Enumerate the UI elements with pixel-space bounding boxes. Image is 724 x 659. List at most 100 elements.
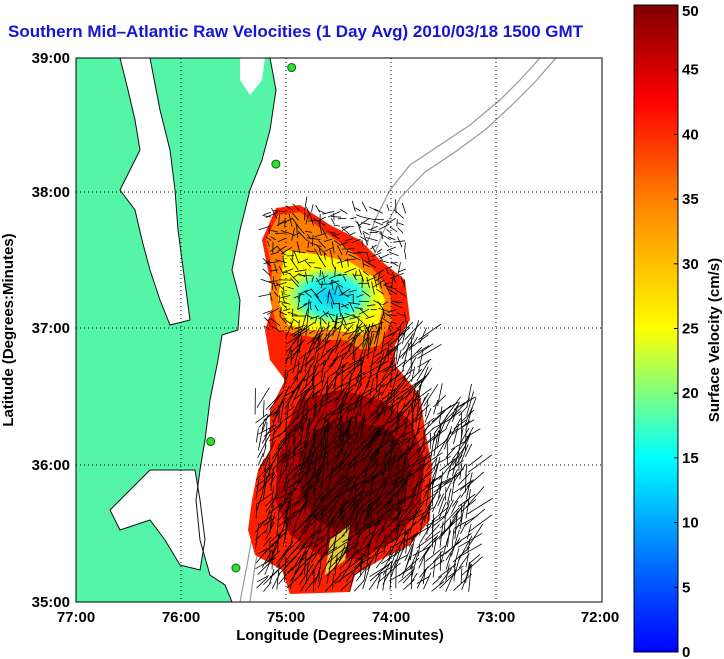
velocity-arrow bbox=[369, 411, 382, 423]
velocity-arrow bbox=[354, 508, 364, 534]
velocity-arrow bbox=[424, 408, 432, 423]
velocity-arrow bbox=[396, 480, 405, 498]
velocity-arrow bbox=[338, 558, 362, 576]
x-axis-label: Longitude (Degrees:Minutes) bbox=[236, 627, 444, 644]
velocity-arrow bbox=[409, 549, 419, 570]
velocity-arrow bbox=[438, 482, 442, 499]
velocity-arrow bbox=[347, 498, 358, 514]
velocity-arrow bbox=[416, 345, 430, 354]
velocity-arrow bbox=[255, 504, 258, 519]
velocity-arrow bbox=[409, 507, 418, 534]
velocity-arrow bbox=[397, 494, 417, 505]
velocity-arrow bbox=[382, 220, 389, 224]
velocity-arrow bbox=[305, 289, 312, 293]
velocity-arrow bbox=[387, 458, 396, 478]
velocity-arrow bbox=[353, 554, 366, 562]
velocity-arrow bbox=[263, 400, 265, 417]
velocity-arrow bbox=[396, 219, 398, 227]
velocity-arrow bbox=[325, 386, 329, 409]
velocity-arrow bbox=[341, 483, 359, 494]
velocity-arrow bbox=[342, 324, 354, 337]
velocity-arrow bbox=[460, 522, 467, 535]
velocity-arrow bbox=[314, 232, 327, 238]
velocity-arrow bbox=[337, 255, 342, 262]
velocity-arrow bbox=[311, 204, 314, 212]
velocity-arrow bbox=[393, 209, 405, 219]
velocity-arrow bbox=[304, 550, 307, 575]
velocity-arrow bbox=[340, 291, 350, 298]
coastline bbox=[195, 58, 277, 602]
velocity-arrow bbox=[367, 425, 383, 445]
velocity-arrow bbox=[285, 362, 301, 374]
velocity-arrow bbox=[311, 364, 315, 387]
velocity-arrow bbox=[376, 248, 383, 253]
velocity-arrow bbox=[396, 312, 405, 316]
velocity-arrow bbox=[320, 554, 333, 576]
velocity-arrow bbox=[298, 552, 317, 569]
velocity-arrow bbox=[346, 405, 358, 414]
velocity-arrow bbox=[276, 564, 280, 590]
velocity-arrow bbox=[354, 416, 358, 430]
velocity-arrow bbox=[354, 207, 361, 212]
velocity-arrow bbox=[389, 359, 407, 374]
velocity-arrow bbox=[299, 472, 318, 492]
velocity-arrow bbox=[395, 419, 400, 436]
velocity-arrow bbox=[339, 477, 351, 486]
velocity-arrow bbox=[438, 409, 457, 428]
velocity-arrow bbox=[367, 365, 391, 379]
velocity-arrow bbox=[326, 467, 333, 493]
velocity-arrow bbox=[311, 526, 322, 554]
velocity-arrow bbox=[341, 226, 354, 228]
velocity-arrow bbox=[348, 289, 357, 293]
colorbar-tick: 45 bbox=[682, 62, 699, 79]
velocity-arrow bbox=[306, 250, 315, 253]
velocity-arrow bbox=[390, 321, 397, 325]
velocity-arrow bbox=[258, 421, 265, 451]
velocity-arrow bbox=[376, 347, 398, 365]
velocity-arrow bbox=[290, 463, 302, 471]
velocity-arrow bbox=[352, 487, 357, 514]
velocity-arrow bbox=[317, 338, 321, 351]
velocity-arrow bbox=[297, 295, 301, 302]
velocity-arrow bbox=[353, 435, 364, 445]
velocity-arrow bbox=[293, 513, 315, 534]
velocity-arrow bbox=[362, 469, 368, 491]
velocity-arrow bbox=[409, 343, 434, 361]
velocity-arrow bbox=[438, 501, 447, 519]
velocity-arrow bbox=[372, 279, 385, 288]
velocity-arrow bbox=[274, 282, 287, 287]
velocity-arrow bbox=[401, 469, 411, 492]
velocity-arrow bbox=[431, 580, 445, 592]
x-tick: 75:00 bbox=[267, 609, 305, 626]
velocity-arrow bbox=[299, 513, 318, 533]
velocity-arrow bbox=[346, 294, 354, 296]
velocity-arrow bbox=[367, 259, 376, 263]
velocity-arrow bbox=[286, 423, 301, 436]
velocity-arrow bbox=[433, 539, 437, 555]
velocity-arrow bbox=[310, 288, 320, 298]
velocity-arrow bbox=[298, 453, 306, 479]
velocity-arrow bbox=[290, 535, 293, 548]
velocity-arrow bbox=[326, 554, 333, 584]
velocity-arrow bbox=[468, 454, 483, 467]
velocity-arrow bbox=[347, 332, 361, 347]
velocity-arrow bbox=[313, 514, 317, 535]
velocity-arrow bbox=[374, 455, 396, 478]
velocity-arrow bbox=[354, 397, 363, 421]
velocity-arrow bbox=[261, 466, 273, 491]
velocity-arrow bbox=[344, 267, 356, 274]
velocity-arrow bbox=[348, 476, 358, 499]
velocity-arrow bbox=[416, 473, 423, 500]
velocity-arrow bbox=[402, 333, 414, 351]
velocity-arrow bbox=[423, 572, 432, 590]
velocity-arrow bbox=[365, 237, 378, 242]
velocity-arrow bbox=[262, 440, 276, 467]
velocity-arrow bbox=[293, 251, 299, 263]
velocity-arrow bbox=[311, 276, 314, 283]
velocity-arrow bbox=[298, 438, 309, 463]
velocity-arrow bbox=[390, 528, 404, 555]
velocity-arrow bbox=[381, 469, 401, 486]
velocity-arrow bbox=[284, 384, 299, 410]
velocity-arrow bbox=[289, 377, 298, 389]
velocity-arrow bbox=[373, 326, 381, 345]
